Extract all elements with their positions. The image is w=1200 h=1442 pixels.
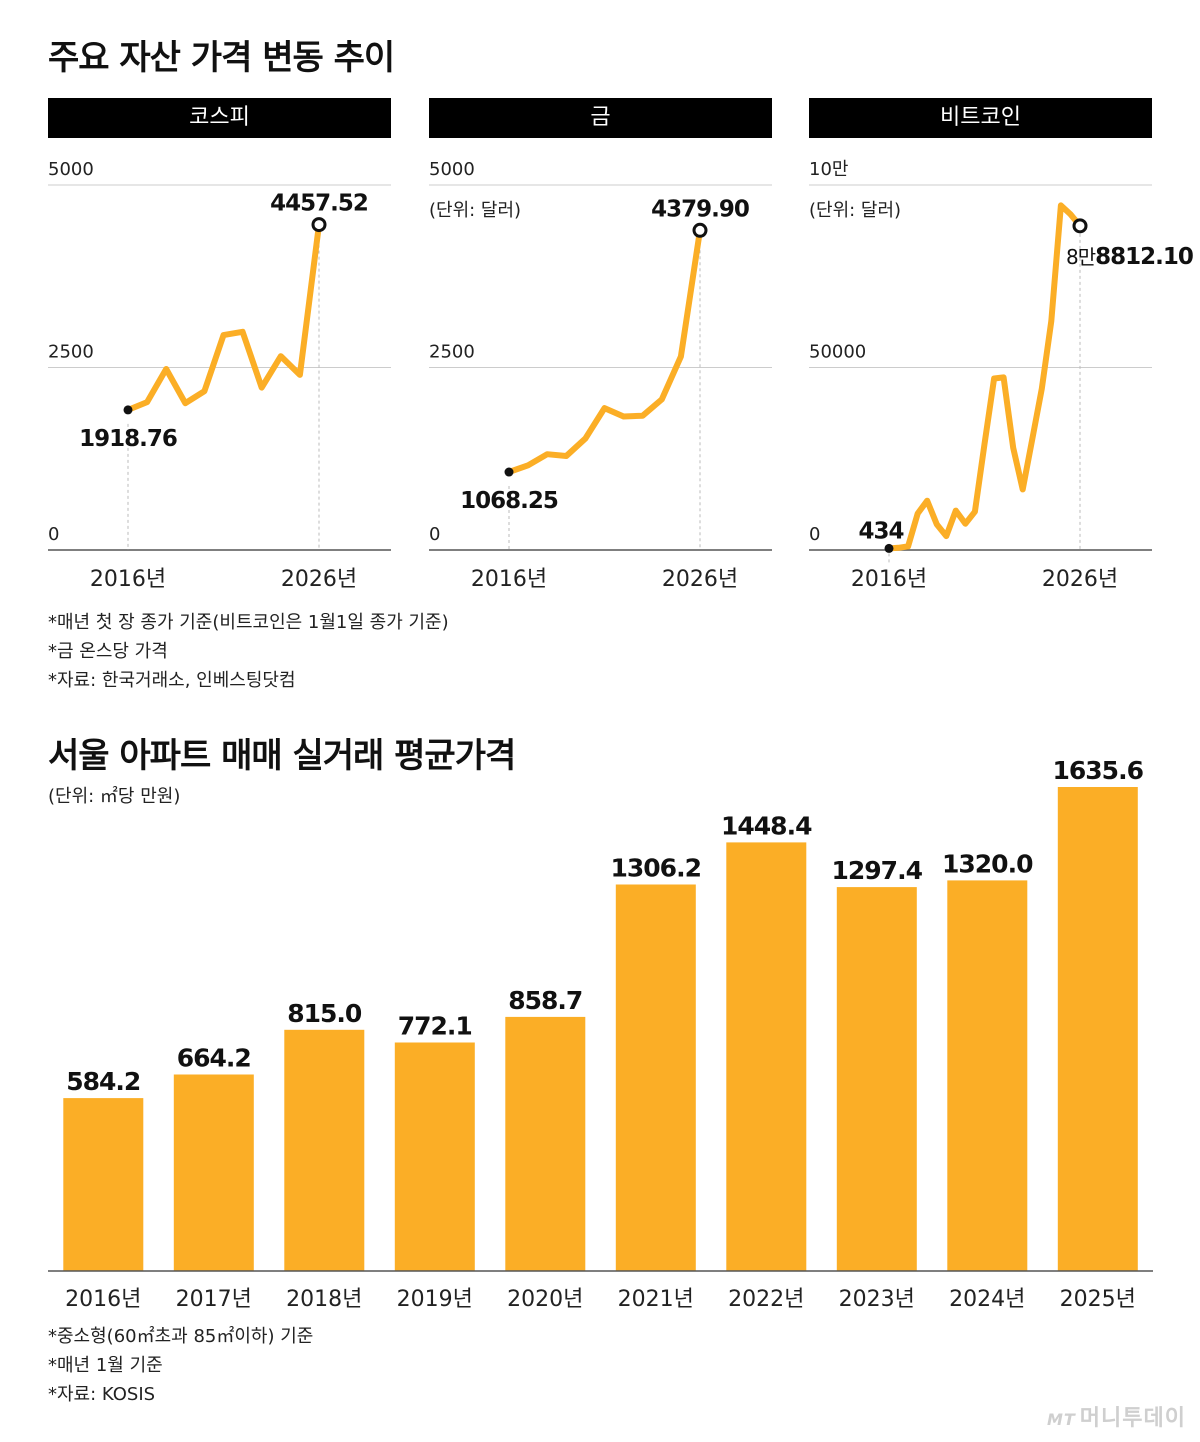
apartment-bar-value-label: 1297.4 <box>832 856 923 885</box>
bitcoin-y-tick-label: 0 <box>809 524 820 545</box>
assets-footnote: *매년 첫 장 종가 기준(비트코인은 1월1일 종가 기준) <box>48 612 449 633</box>
apartment-bar <box>505 1016 586 1271</box>
assets-footnote: *자료: 한국거래소, 인베스팅닷컴 <box>48 670 296 691</box>
logo-mark: MT <box>1046 1410 1076 1429</box>
apartment-footnote: *자료: KOSIS <box>48 1384 156 1405</box>
bitcoin-end-label: 8만8812.10 <box>1066 244 1193 270</box>
apartment-footnote: *중소형(60㎡초과 85㎡이하) 기준 <box>48 1326 314 1347</box>
logo-text: 머니투데이 <box>1079 1406 1186 1431</box>
assets-footnote: *금 온스당 가격 <box>48 641 168 662</box>
apartment-footnote: *매년 1월 기준 <box>48 1355 163 1376</box>
apartment-bar <box>947 880 1028 1271</box>
kospi-x-tick-label: 2026년 <box>281 567 357 592</box>
bitcoin-line-chart: 0 50000 10만 (단위: 달러) 2016년 2026년 434 8만8812.10 <box>809 159 1194 592</box>
bitcoin-panel-header: 비트코인 <box>809 98 1152 138</box>
bitcoin-y-tick-label: 10만 <box>809 159 848 180</box>
apartment-bar-value-label: 772.1 <box>398 1012 472 1041</box>
bitcoin-start-point <box>884 543 894 553</box>
gold-unit-label: (단위: 달러) <box>429 200 521 221</box>
apartment-bar-value-label: 1320.0 <box>942 849 1033 878</box>
bitcoin-y-tick-label: 50000 <box>809 342 866 363</box>
gold-series-line <box>506 227 703 475</box>
bitcoin-x-tick-label: 2016년 <box>851 567 927 592</box>
kospi-line-chart: 0 2500 5000 2016년 2026년 1918.76 4457.52 <box>48 159 391 592</box>
apartment-bar-value-label: 1635.6 <box>1053 756 1144 785</box>
kospi-y-tick-label: 0 <box>48 524 59 545</box>
assets-footnotes: *매년 첫 장 종가 기준(비트코인은 1월1일 종가 기준) *금 온스당 가… <box>48 608 449 695</box>
gold-end-point <box>692 222 708 238</box>
gold-x-tick-label: 2026년 <box>662 567 738 592</box>
gold-line-chart: 0 2500 5000 (단위: 달러) 2016년 2026년 1068.25 4379.9… <box>429 159 772 592</box>
apartment-x-tick-label: 2024년 <box>949 1287 1025 1312</box>
apartment-bar <box>63 1098 144 1271</box>
gold-end-label: 4379.90 <box>651 196 749 222</box>
kospi-panel-header: 코스피 <box>48 98 391 138</box>
apartment-bar-value-label: 664.2 <box>177 1044 251 1073</box>
gold-y-tick-label: 2500 <box>429 342 475 363</box>
gold-start-point <box>504 467 514 477</box>
kospi-end-point <box>311 217 327 233</box>
apartment-chart-title: 서울 아파트 매매 실거래 평균가격 <box>48 736 516 776</box>
kospi-end-label: 4457.52 <box>270 191 368 217</box>
gold-panel-header: 금 <box>429 98 772 138</box>
apartment-x-tick-label: 2017년 <box>176 1287 252 1312</box>
apartment-x-tick-label: 2018년 <box>286 1287 362 1312</box>
bitcoin-x-tick-label: 2026년 <box>1042 567 1118 592</box>
bitcoin-end-point <box>1072 218 1088 234</box>
apartment-bar <box>615 884 696 1271</box>
apartment-x-tick-label: 2021년 <box>618 1287 694 1312</box>
publisher-logo: MT 머니투데이 <box>1047 1400 1186 1432</box>
kospi-x-tick-label: 2016년 <box>90 567 166 592</box>
gold-panel: 금 0 2500 5000 (단위: 달러) 2016년 2026년 1068.25 4379… <box>429 98 772 598</box>
apartment-bar <box>394 1042 475 1271</box>
apartment-bar <box>836 887 917 1271</box>
kospi-start-label: 1918.76 <box>79 426 177 452</box>
apartment-bar <box>284 1029 365 1271</box>
apartment-bar-value-label: 1306.2 <box>611 854 701 883</box>
apartment-bar-value-label: 815.0 <box>287 999 362 1028</box>
kospi-panel: 코스피 0 2500 5000 2016년 2026년 1918.76 4457.52 <box>48 98 391 598</box>
apartment-bar <box>726 842 807 1271</box>
apartment-x-tick-label: 2016년 <box>65 1287 141 1312</box>
apartment-x-tick-label: 2025년 <box>1060 1287 1136 1312</box>
gold-y-tick-label: 5000 <box>429 159 475 180</box>
bitcoin-start-label: 434 <box>858 518 903 544</box>
apartment-bar-value-label: 858.7 <box>508 986 582 1015</box>
kospi-y-tick-label: 5000 <box>48 159 94 180</box>
kospi-y-tick-label: 2500 <box>48 342 94 363</box>
apartment-x-tick-label: 2020년 <box>507 1287 583 1312</box>
apartment-x-tick-label: 2022년 <box>728 1287 804 1312</box>
assets-chart-title: 주요 자산 가격 변동 추이 <box>48 38 395 78</box>
bitcoin-series-line <box>886 202 1083 552</box>
apartment-bar-value-label: 1448.4 <box>721 811 812 840</box>
kospi-start-point <box>123 405 133 415</box>
apartment-bar <box>1057 787 1138 1271</box>
apartment-x-tick-label: 2019년 <box>397 1287 473 1312</box>
bitcoin-end-label-prefix: 8만 <box>1066 245 1096 269</box>
gold-x-tick-label: 2016년 <box>471 567 547 592</box>
bitcoin-end-label-value: 8812.10 <box>1095 244 1193 270</box>
apartment-footnotes: *중소형(60㎡초과 85㎡이하) 기준 *매년 1월 기준 *자료: KOSI… <box>48 1322 313 1409</box>
apartment-bar-value-label: 584.2 <box>66 1067 140 1096</box>
apartment-bar <box>173 1074 254 1271</box>
apartment-x-tick-label: 2023년 <box>839 1287 915 1312</box>
kospi-series-line <box>125 221 322 413</box>
gold-start-label: 1068.25 <box>460 488 558 514</box>
bitcoin-unit-label: (단위: 달러) <box>809 200 901 221</box>
gold-y-tick-label: 0 <box>429 524 440 545</box>
bitcoin-panel: 비트코인 0 50000 10만 (단위: 달러) 2016년 2026년 434 8만881… <box>809 98 1194 598</box>
apartment-unit-label: (단위: ㎡당 만원) <box>48 786 181 807</box>
